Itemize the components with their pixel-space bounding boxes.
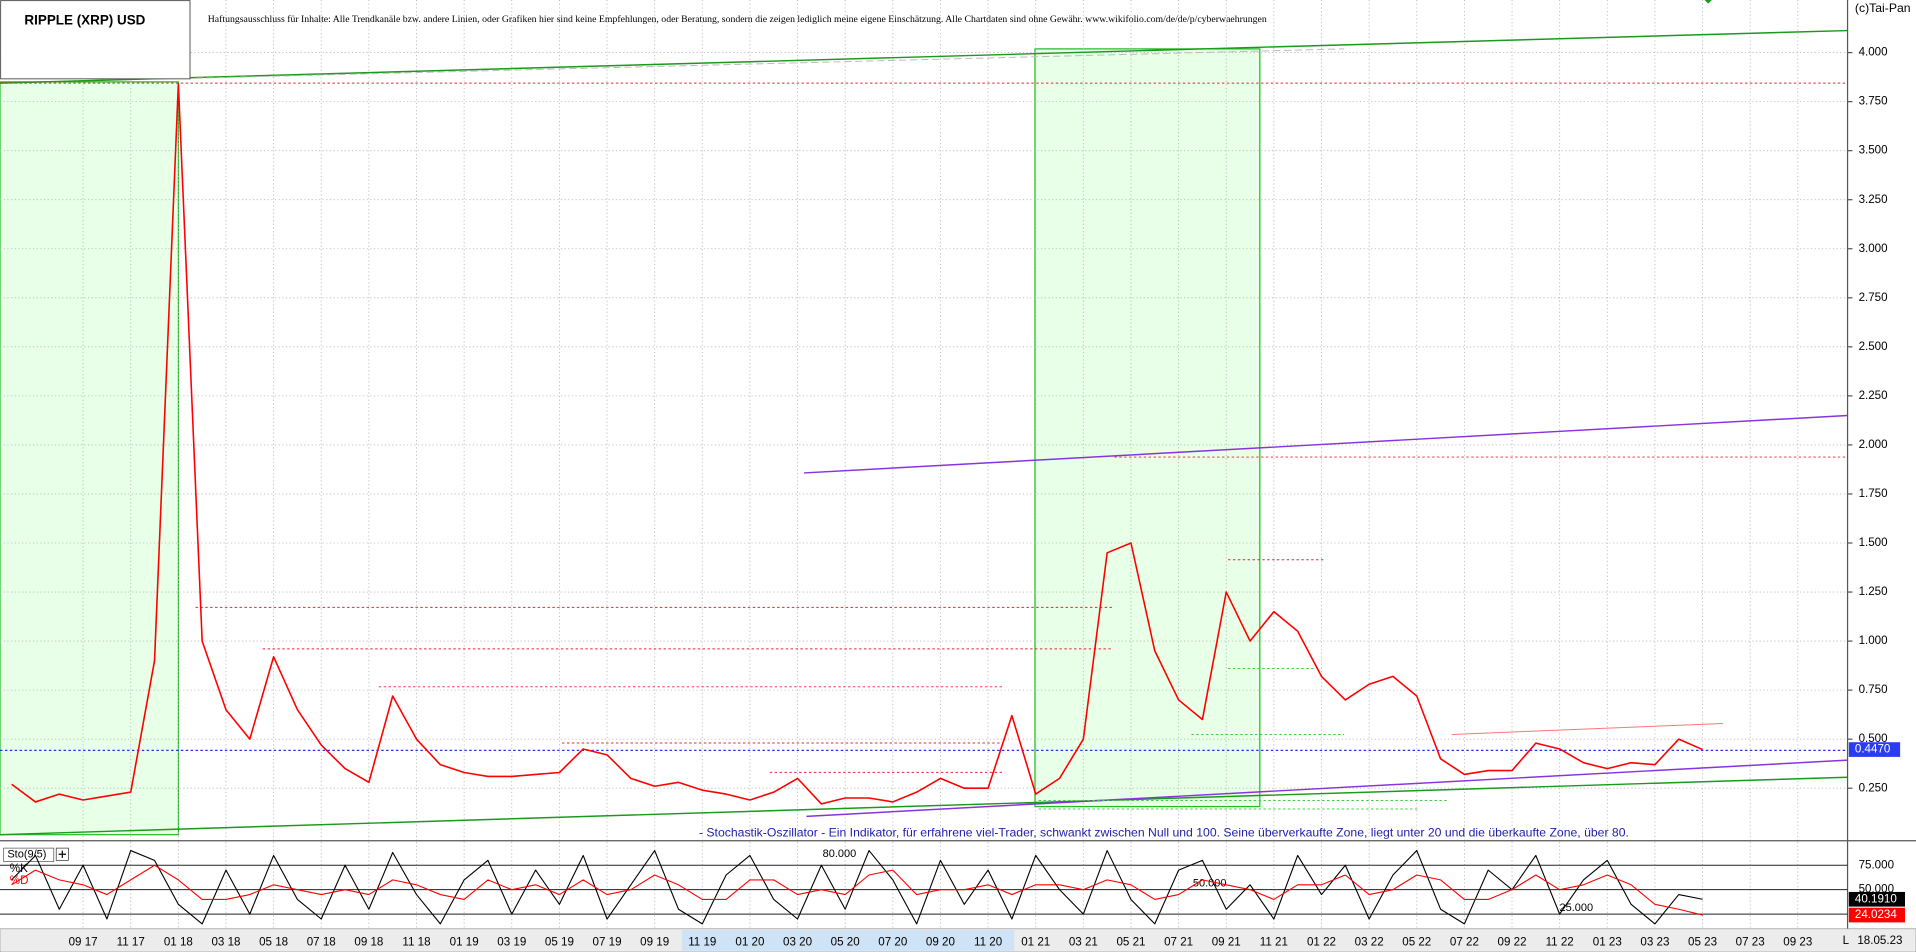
x-tick-label: 03 18 xyxy=(211,935,240,948)
y-tick-label: 3.500 xyxy=(1859,144,1888,157)
legend-label: %K xyxy=(10,862,28,875)
level-label: 80.000 xyxy=(823,848,857,860)
plus-icon xyxy=(58,850,66,858)
trend-lines xyxy=(0,29,1848,836)
y-tick-label: 0.250 xyxy=(1859,781,1888,794)
y-tick-label: 3.250 xyxy=(1859,193,1888,206)
trend-line xyxy=(195,48,1345,79)
y-tick-label: 3.000 xyxy=(1859,242,1888,255)
y-tick-label: 1.250 xyxy=(1859,585,1888,598)
x-tick-label: 11 20 xyxy=(974,935,1002,948)
value-label-box xyxy=(1848,891,1906,907)
x-tick-label: 03 20 xyxy=(783,935,812,948)
x-tick-label: 09 18 xyxy=(354,935,383,948)
x-tick-label: 11 18 xyxy=(402,935,430,948)
series-line xyxy=(11,850,1703,925)
x-tick-label: 09 17 xyxy=(69,935,98,948)
indicator-description: - Stochastik-Oszillator - Ein Indikator,… xyxy=(699,826,1629,840)
y-tick-label: 2.000 xyxy=(1859,438,1888,451)
x-tick-label: 01 22 xyxy=(1307,935,1336,948)
x-tick-label: 05 19 xyxy=(545,935,574,948)
x-tick-label: 11 22 xyxy=(1546,935,1574,948)
trend-line xyxy=(806,759,1848,818)
disclaimer: Haftungsausschluss für Inhalte: Alle Tre… xyxy=(208,14,1267,25)
x-tick-label: 11 21 xyxy=(1260,935,1288,948)
series-line xyxy=(11,864,1703,916)
x-tick-label: 01 20 xyxy=(735,935,764,948)
series-line xyxy=(11,83,1703,805)
x-tick-label: 03 19 xyxy=(497,935,526,948)
x-tick-label: 07 23 xyxy=(1736,935,1765,948)
x-tick-label: 07 18 xyxy=(307,935,336,948)
value-label: 0.4470 xyxy=(1855,743,1890,756)
marker-icon xyxy=(1704,0,1712,4)
trend-line xyxy=(0,776,1848,836)
y-tick-label: 4.000 xyxy=(1859,46,1888,59)
trend-line xyxy=(1451,722,1723,735)
green-zone xyxy=(0,81,180,836)
x-tick-label: 05 18 xyxy=(259,935,288,948)
y-tick-label: 75.000 xyxy=(1859,858,1894,871)
x-tick-label: 09 19 xyxy=(640,935,669,948)
indicator-box xyxy=(3,847,55,862)
x-tick-label: 03 23 xyxy=(1640,935,1669,948)
value-label-box xyxy=(1848,907,1906,923)
x-axis-marker: L xyxy=(1843,934,1850,947)
y-tick-label: 1.000 xyxy=(1859,634,1888,647)
x-tick-label: 01 21 xyxy=(1021,935,1050,948)
y-tick-label: 0.500 xyxy=(1859,732,1888,745)
x-tick-label: 09 21 xyxy=(1212,935,1241,948)
grid xyxy=(0,0,1848,929)
y-tick-label: 1.500 xyxy=(1859,536,1888,549)
level-label: 25.000 xyxy=(1559,902,1593,914)
y-tick-label: 2.500 xyxy=(1859,340,1888,353)
trend-line xyxy=(803,414,1848,474)
x-tick-label: 07 20 xyxy=(878,935,907,948)
indicator-title: Sto(9/5) xyxy=(7,849,46,861)
copyright: (c)Tai-Pan xyxy=(1855,1,1911,15)
y-tick-label: 0.750 xyxy=(1859,683,1888,696)
drawings xyxy=(0,48,1261,836)
y-tick-label: 1.750 xyxy=(1859,487,1888,500)
x-tick-label: 07 22 xyxy=(1450,935,1479,948)
x-tick-label: 07 21 xyxy=(1164,935,1193,948)
x-tick-label: 01 18 xyxy=(164,935,193,948)
trend-line xyxy=(0,29,1848,84)
x-tick-label: 05 22 xyxy=(1402,935,1431,948)
x-tick-label: 05 21 xyxy=(1116,935,1145,948)
x-tick-label: 03 21 xyxy=(1069,935,1098,948)
value-label-box xyxy=(1848,742,1901,757)
x-tick-label: 05 20 xyxy=(831,935,860,948)
y-tick-label: 2.750 xyxy=(1859,291,1888,304)
legend-label: %D xyxy=(10,874,29,887)
x-tick-label: 09 22 xyxy=(1498,935,1527,948)
y-tick-label: 3.750 xyxy=(1859,95,1888,108)
green-zone xyxy=(1034,48,1261,808)
x-tick-label: 09 23 xyxy=(1783,935,1812,948)
x-axis-highlight xyxy=(681,930,1015,951)
x-tick-label: 05 23 xyxy=(1688,935,1717,948)
title-box xyxy=(0,0,191,80)
value-label: 24.0234 xyxy=(1855,908,1897,921)
value-label: 40.1910 xyxy=(1855,892,1897,905)
x-tick-label: 11 17 xyxy=(117,935,145,948)
date-label: 18.05.23 xyxy=(1857,934,1902,947)
x-tick-label: 01 23 xyxy=(1593,935,1622,948)
x-tick-label: 07 19 xyxy=(593,935,622,948)
x-tick-label: 01 19 xyxy=(450,935,479,948)
x-tick-label: 09 20 xyxy=(926,935,955,948)
y-tick-label: 2.250 xyxy=(1859,389,1888,402)
x-tick-label: 11 19 xyxy=(688,935,716,948)
x-tick-label: 03 22 xyxy=(1355,935,1384,948)
chart-title: RIPPLE (XRP) USD xyxy=(24,12,145,27)
